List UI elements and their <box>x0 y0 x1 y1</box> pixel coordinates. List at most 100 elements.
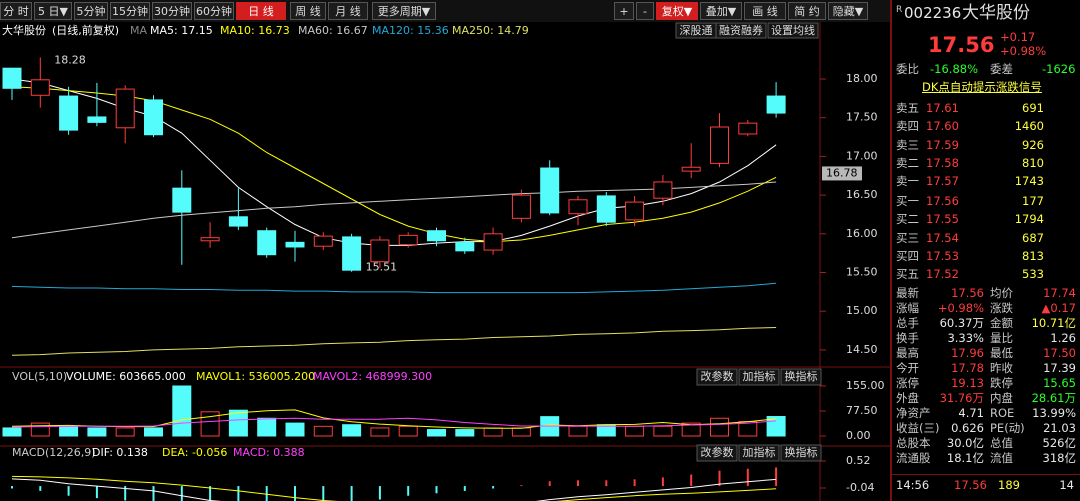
stat-value: 17.56 <box>951 286 984 300</box>
stat-value: 4.71 <box>958 406 984 420</box>
legend-entry: MAVOL2: 468999.300 <box>313 370 432 383</box>
tool-button[interactable]: - <box>636 2 654 20</box>
candle-body <box>738 122 758 135</box>
panel <box>2 57 786 356</box>
low-label: 15.51 <box>366 261 398 274</box>
signal-link[interactable]: DK点自动提示涨跌信号 <box>922 80 1042 94</box>
indicator-button[interactable]: 改参数 <box>701 445 734 459</box>
book-price: 17.53 <box>926 248 959 263</box>
volume-bar <box>427 429 446 437</box>
stat-label: 涨停 <box>896 376 919 390</box>
stat-label: 涨跌 <box>990 301 1013 315</box>
book-volume: 813 <box>1022 248 1044 263</box>
candle-body <box>511 194 531 219</box>
candle-body <box>313 235 333 247</box>
volume-bar <box>115 427 135 437</box>
book-volume: 533 <box>1022 267 1044 282</box>
legend-entry: DEA: -0.056 <box>162 446 227 459</box>
indicator-button[interactable]: 加指标 <box>743 369 776 383</box>
stat-label: 昨收 <box>990 361 1013 375</box>
chart-area: 大华股份 (日线,前复权) MA MA5: 17.15 MA10: 16.73 MA60:… <box>0 22 890 501</box>
stat-label: 金额 <box>990 316 1013 330</box>
stat-label: 总股本 <box>896 436 931 450</box>
candle-body <box>596 195 616 223</box>
indicator-button-bg <box>696 444 738 462</box>
period-button[interactable]: 分 时 <box>0 2 32 20</box>
change: +0.17 <box>1000 30 1036 44</box>
indicator-button[interactable]: 换指标 <box>785 445 818 459</box>
stat-value: 0.626 <box>951 421 984 435</box>
stat-value: 13.99% <box>1032 406 1076 420</box>
stat-label: 总值 <box>990 436 1013 450</box>
book-volume: 926 <box>1022 137 1044 152</box>
indicator-button[interactable]: 改参数 <box>701 369 734 383</box>
chart-button[interactable]: 深股通 <box>680 24 713 37</box>
y-tick-label: 0.52 <box>846 454 871 467</box>
book-volume: 1794 <box>1014 212 1044 227</box>
candle-body <box>30 79 50 96</box>
period-button[interactable]: 15分钟 <box>110 2 150 20</box>
weicha: -1626 <box>1042 62 1076 76</box>
period-button[interactable]: 月 线 <box>328 2 368 20</box>
book-volume: 810 <box>1022 155 1044 170</box>
stat-value: 10.71亿 <box>1031 316 1076 330</box>
book-label: 卖四 <box>896 119 919 134</box>
trade-price: 17.56 <box>954 478 987 492</box>
stat-label: 最高 <box>896 346 919 360</box>
tool-button[interactable]: 复权▼ <box>656 2 698 20</box>
candle-body <box>115 88 135 129</box>
tool-button[interactable]: 叠加▼ <box>700 2 742 20</box>
tool-button[interactable]: 隐藏▼ <box>828 2 868 20</box>
book-label: 买五 <box>896 267 919 282</box>
book-price: 17.55 <box>926 212 959 227</box>
period-button[interactable]: 日 线 <box>236 2 286 20</box>
indicator-line <box>11 417 777 428</box>
cursor-price-bg <box>822 166 862 181</box>
volume-bar <box>59 425 79 437</box>
stat-value: 17.74 <box>1043 286 1076 300</box>
cursor-price: 16.78 <box>826 166 858 179</box>
period-button[interactable]: 更多周期▼ <box>372 2 436 20</box>
volume-bar <box>313 425 333 437</box>
stat-label: 净资产 <box>896 406 931 420</box>
chart-button[interactable]: 设置均线 <box>771 23 815 37</box>
indicator-button[interactable]: 换指标 <box>785 369 818 383</box>
tool-button[interactable]: 简 约 <box>788 2 826 20</box>
book-price: 17.57 <box>926 174 959 189</box>
volume-bar <box>228 409 248 437</box>
chart-button-bg <box>767 22 819 39</box>
stat-label: 收益(三) <box>896 421 940 435</box>
stat-label: 总手 <box>896 316 919 330</box>
period-button[interactable]: 60分钟 <box>194 2 234 20</box>
y-tick-label: 15.00 <box>846 304 878 317</box>
candle-body <box>653 181 673 199</box>
y-tick-label: 14.50 <box>846 343 878 356</box>
stat-value: 526亿 <box>1042 436 1076 450</box>
book-price: 17.56 <box>926 194 959 208</box>
volume-bar <box>710 417 729 437</box>
stat-label: 外盘 <box>896 391 919 405</box>
legend-entry: MA250: 14.79 <box>452 24 529 37</box>
period-button[interactable]: 周 线 <box>290 2 326 20</box>
candle-body <box>2 67 22 89</box>
period-button[interactable]: 5分钟 <box>74 2 108 20</box>
volume-bar <box>398 425 418 437</box>
legend-entry: VOLUME: 603665.000 <box>66 370 186 383</box>
legend-entry: MAVOL1: 536005.200 <box>196 370 315 383</box>
stat-value: 17.96 <box>951 346 984 360</box>
chart-button[interactable]: 融资融券 <box>719 23 763 37</box>
stat-label: 流值 <box>990 451 1013 465</box>
volume-bar <box>625 425 645 437</box>
tool-button[interactable]: 画 线 <box>744 2 786 20</box>
candle-body <box>710 126 729 164</box>
stat-value: 318亿 <box>1042 451 1076 465</box>
period-button[interactable]: 5 日▼ <box>34 2 72 20</box>
tool-button[interactable]: + <box>614 2 634 20</box>
book-label: 卖二 <box>896 155 919 170</box>
indicator-button[interactable]: 加指标 <box>743 445 776 459</box>
indicator-button-bg <box>738 444 780 462</box>
high-label: 18.28 <box>54 53 86 66</box>
period-button[interactable]: 30分钟 <box>152 2 192 20</box>
indicator-line <box>11 181 777 239</box>
candle-body <box>342 236 362 271</box>
